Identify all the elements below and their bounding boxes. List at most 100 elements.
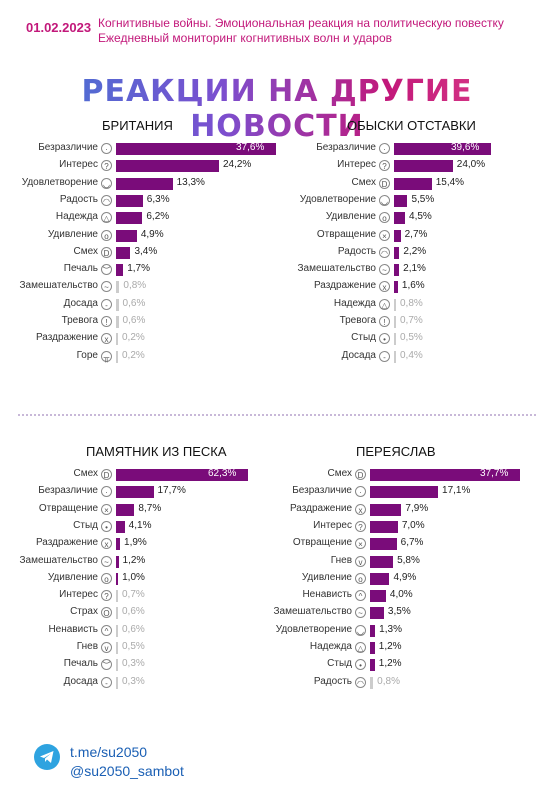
value-label: 0,6%	[122, 606, 145, 618]
value-label: 7,9%	[405, 502, 429, 514]
chart-row: Раздражение x	[0, 502, 366, 519]
category-label: Удовлетворение	[299, 193, 376, 205]
laugh-face-icon: D	[355, 469, 366, 480]
irritated-face-icon: x	[355, 503, 366, 515]
category-label: Удивление	[47, 571, 98, 583]
category-label: Раздражение	[35, 332, 98, 344]
bar	[116, 676, 118, 689]
value-label: 0,7%	[400, 315, 423, 326]
surprise-face-icon: o	[379, 212, 390, 224]
bar	[116, 281, 120, 294]
category-label: Безразличие	[316, 142, 376, 153]
category-label: Тревога	[339, 315, 376, 326]
bar	[116, 298, 119, 311]
thinking-face-icon: ?	[379, 160, 390, 172]
chart-row: Раздражение x	[0, 536, 112, 553]
bar	[394, 298, 396, 311]
value-label: 15,4%	[435, 176, 465, 188]
category-label: Раздражение	[313, 280, 376, 292]
chart-row: Надежда △	[0, 640, 366, 657]
hope-icon: △	[355, 642, 366, 653]
chart-row: Смех D	[0, 245, 112, 262]
chart-title: ПАМЯТНИК ИЗ ПЕСКА	[86, 444, 227, 459]
bar	[394, 281, 398, 294]
annoyed-face-icon: -	[379, 350, 390, 362]
category-label: Смех	[73, 468, 98, 479]
value-label: 0,3%	[122, 658, 145, 670]
value-label: 1,2%	[122, 554, 146, 566]
category-label: Безразличие	[38, 485, 98, 497]
bar	[370, 659, 375, 672]
subtitle-line-2: Ежедневный мониторинг когнитивных волн и…	[98, 31, 392, 45]
value-label: 0,2%	[122, 332, 145, 344]
bar	[116, 642, 118, 654]
bar	[394, 316, 396, 328]
sad-face-icon: ︶	[101, 659, 112, 671]
category-label: Гнев	[330, 554, 352, 566]
bar	[370, 590, 386, 603]
chart-row: Страх O	[0, 605, 112, 622]
category-label: Замешательство	[297, 263, 377, 275]
shame-face-icon: •	[101, 520, 112, 532]
chart-row: Удовлетворение ◡	[0, 176, 112, 193]
channel-link[interactable]: t.me/su2050	[70, 744, 148, 760]
bar	[394, 212, 406, 225]
chart-row: Стыд •	[0, 331, 390, 348]
confused-face-icon: ~	[101, 555, 112, 567]
page-title: РЕАКЦИИ НА ДРУГИЕ НОВОСТИ	[0, 74, 554, 144]
confused-face-icon: ~	[379, 264, 390, 276]
bar	[370, 607, 384, 620]
value-label: 3,4%	[134, 245, 158, 257]
bar	[394, 177, 432, 190]
bar	[394, 160, 453, 173]
bot-link[interactable]: @su2050_sambot	[70, 763, 184, 779]
bar	[370, 486, 439, 499]
value-label: 2,1%	[403, 263, 426, 275]
disgust-face-icon: ×	[379, 229, 390, 241]
chart-row: Замешательство ~	[0, 262, 390, 279]
telegram-icon[interactable]	[34, 744, 60, 770]
value-label: 24,2%	[222, 159, 252, 171]
category-label: Замешательство	[273, 606, 353, 618]
chart-row: Удивление o	[0, 210, 390, 227]
category-label: Горе	[76, 349, 98, 361]
value-label: 0,6%	[122, 315, 146, 326]
annoyed-face-icon: -	[101, 676, 112, 688]
bar	[116, 160, 219, 173]
chart-title: ОБЫСКИ ОТСТАВКИ	[347, 118, 476, 133]
bar	[370, 503, 402, 516]
category-label: Гнев	[76, 641, 98, 652]
chart-row: Раздражение x	[0, 279, 390, 296]
chart-row: Отвращение ×	[0, 228, 390, 245]
bar	[116, 486, 154, 499]
value-label: 6,7%	[400, 537, 424, 549]
chart-row: Удивление o	[0, 571, 112, 588]
chart-row: Радость ◠	[0, 245, 390, 262]
chart-row: Ненависть ^	[0, 623, 112, 640]
satisfied-face-icon: ◡	[379, 194, 390, 206]
joy-face-icon: ◠	[379, 246, 390, 258]
chart-row: Раздражение x	[0, 331, 112, 348]
bar	[116, 212, 143, 225]
chart-row: Тревога!	[0, 314, 112, 331]
thinking-face-icon: ?	[101, 590, 112, 602]
value-label: 39,6%	[451, 142, 480, 153]
bar	[370, 624, 376, 637]
category-label: Стыд	[327, 658, 352, 670]
bar	[370, 555, 394, 568]
chart-row: Досада -	[0, 349, 390, 366]
irritated-face-icon: x	[101, 538, 112, 550]
category-label: Замешательство	[19, 554, 99, 566]
bar	[394, 333, 396, 346]
bar	[370, 572, 390, 585]
chart-row: Удовлетворение ◡	[0, 623, 366, 640]
bar	[370, 520, 398, 533]
value-label: 0,8%	[123, 280, 147, 292]
category-label: Замешательство	[19, 280, 99, 292]
subtitle: Когнитивные войны. Эмоциональная реакция…	[98, 16, 538, 46]
bar	[116, 503, 135, 516]
category-label: Безразличие	[292, 485, 352, 497]
category-label: Ненависть	[48, 623, 98, 635]
chart-row: Безразличие ·	[0, 141, 390, 158]
chart-row: Радость ◠	[0, 675, 366, 692]
